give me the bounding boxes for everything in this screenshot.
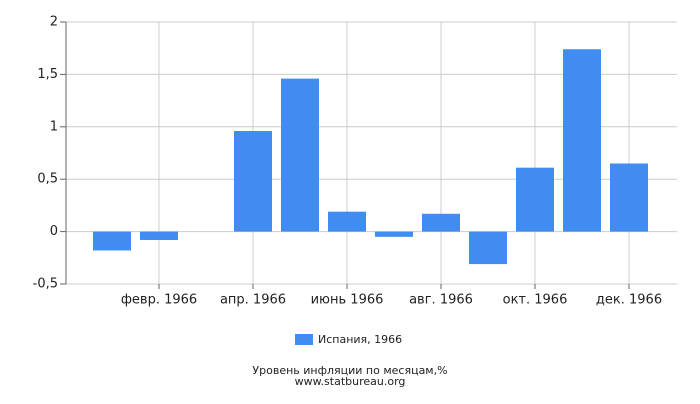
- bar: [516, 167, 554, 232]
- x-tick-label: февр. 1966: [121, 293, 197, 308]
- bar: [375, 231, 413, 237]
- bar: [281, 78, 319, 232]
- chart-title: Уровень инфляции по месяцам,%: [252, 364, 447, 377]
- bar: [140, 231, 178, 240]
- y-tick-label: -0,5: [33, 277, 58, 292]
- legend-swatch: [295, 334, 313, 345]
- bar: [610, 163, 648, 232]
- legend-label: Испания, 1966: [318, 333, 402, 346]
- y-tick-label: 1,5: [37, 67, 58, 82]
- x-tick-label: апр. 1966: [220, 293, 286, 308]
- x-tick-label: авг. 1966: [409, 293, 473, 308]
- bar: [234, 130, 272, 232]
- x-tick-label: дек. 1966: [596, 293, 662, 308]
- y-tick-label: 0,5: [37, 172, 58, 187]
- source: www.statbureau.org: [295, 375, 406, 388]
- x-tick-label: июнь 1966: [311, 293, 384, 308]
- y-tick-label: 2: [50, 15, 58, 30]
- bar: [328, 211, 366, 232]
- bar: [563, 49, 601, 232]
- y-tick-label: 1: [50, 119, 58, 134]
- bar: [93, 231, 131, 251]
- x-tick-label: окт. 1966: [503, 293, 568, 308]
- bar: [422, 213, 460, 232]
- y-tick-label: 0: [50, 224, 58, 239]
- bar: [469, 231, 507, 265]
